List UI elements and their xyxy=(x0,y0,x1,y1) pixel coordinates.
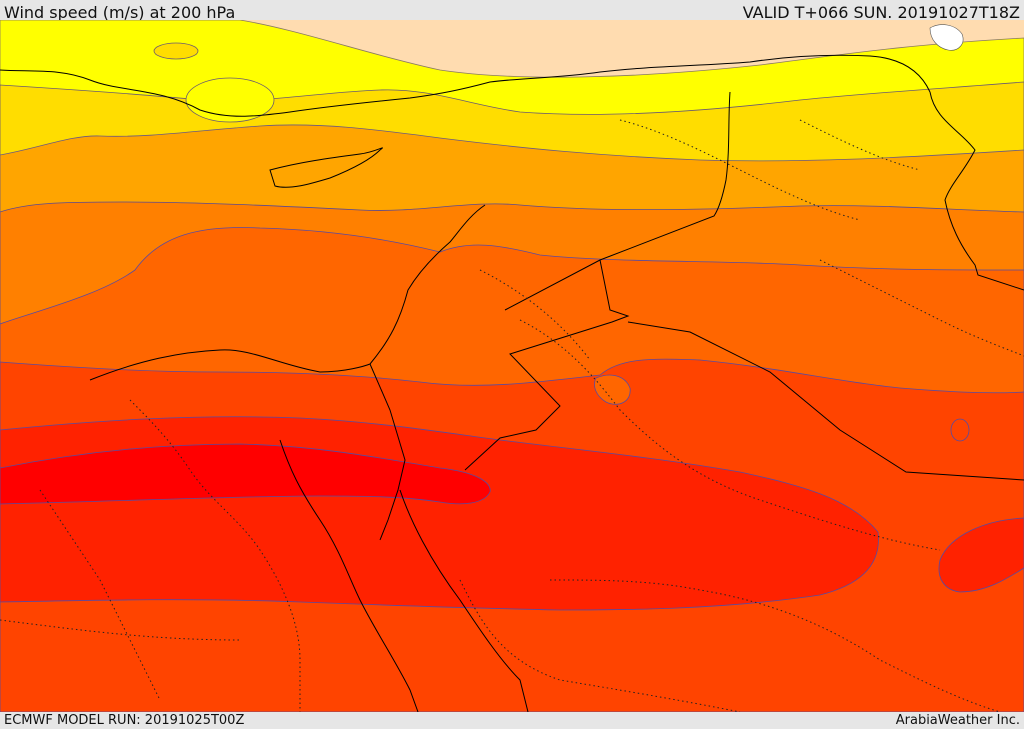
band-max xyxy=(0,443,491,505)
model-run-label: ECMWF MODEL RUN: 20191025T00Z xyxy=(4,713,245,728)
credit-label: ArabiaWeather Inc. xyxy=(895,713,1020,728)
contour-island-west xyxy=(153,42,199,60)
valid-time-label: VALID T+066 SUN. 20191027T18Z xyxy=(742,3,1020,22)
internal-boundaries xyxy=(0,119,1024,712)
wind-speed-map xyxy=(0,20,1024,712)
pocket-deep-orange xyxy=(594,374,631,405)
small-contour-east xyxy=(950,418,970,442)
band-red-east xyxy=(938,517,1024,593)
contour-island-turkey xyxy=(185,77,275,123)
white-patch-northeast xyxy=(929,24,964,51)
map-title: Wind speed (m/s) at 200 hPa xyxy=(4,3,236,22)
country-borders xyxy=(0,54,1024,712)
